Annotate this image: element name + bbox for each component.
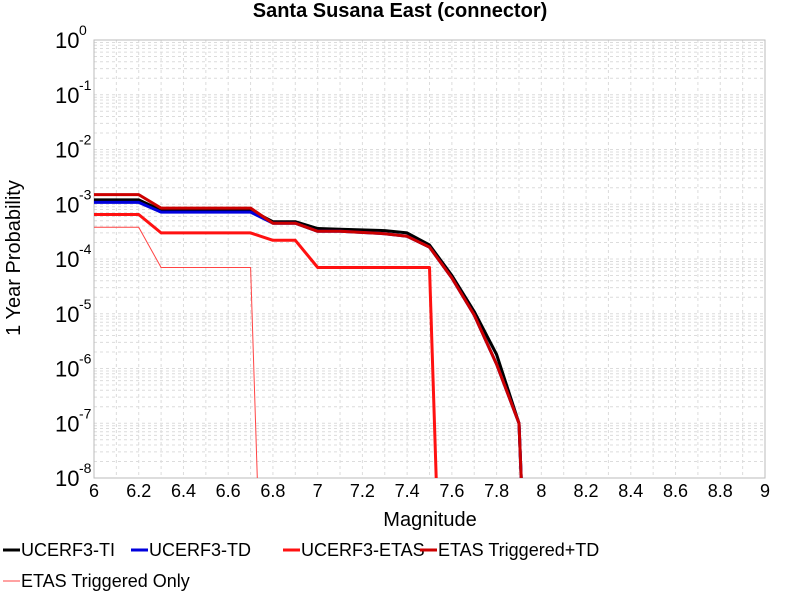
plot-frame: [93, 39, 766, 479]
y-tick-label: 10: [55, 138, 79, 163]
chart-title: Santa Susana East (connector): [253, 0, 548, 22]
series-layer: [94, 193, 523, 478]
y-tick-exponent: -5: [79, 296, 92, 312]
y-axis-label: 1 Year Probability: [3, 180, 25, 336]
x-axis-label: Magnitude: [383, 509, 476, 531]
legend-label: ETAS Triggered+TD: [438, 540, 599, 560]
series-line-ucerf3-etas: [94, 213, 438, 478]
legend-label: ETAS Triggered Only: [21, 571, 190, 591]
y-tick-exponent: 0: [79, 22, 87, 38]
y-tick-label: 10: [55, 302, 79, 327]
y-tick-label: 10: [55, 357, 79, 382]
x-tick-label: 9: [760, 481, 770, 501]
x-tick-label: 8.8: [708, 481, 733, 501]
x-tick-label: 7.4: [395, 481, 420, 501]
y-tick-exponent: -4: [79, 241, 92, 257]
x-tick-label: 7: [313, 481, 323, 501]
series-line-etas-triggered-td: [94, 193, 523, 478]
y-tick-label: 10: [55, 192, 79, 217]
y-tick-label: 10: [55, 83, 79, 108]
x-tick-label: 6.4: [171, 481, 196, 501]
x-tick-labels: 6 6.2 6.4 6.6 6.8 7 7.2 7.4 7.6 7.8 8 8.2 8.4 8.6 8.8 9: [89, 481, 770, 501]
y-tick-exponent: -2: [79, 132, 92, 148]
x-tick-label: 8.6: [663, 481, 688, 501]
x-tick-label: 7.6: [439, 481, 464, 501]
y-tick-label: 10: [55, 28, 79, 53]
y-tick-label: 10: [55, 247, 79, 272]
y-tick-exponent: -8: [79, 460, 92, 476]
x-tick-label: 8: [536, 481, 546, 501]
y-tick-exponent: -3: [79, 186, 92, 202]
series-line-ucerf3-td: [94, 200, 523, 478]
x-tick-label: 7.8: [484, 481, 509, 501]
grid: [93, 40, 766, 479]
legend-label: UCERF3-ETAS: [301, 540, 425, 560]
legend-label: UCERF3-TI: [21, 540, 115, 560]
x-tick-label: 6.6: [216, 481, 241, 501]
y-tick-exponent: -6: [79, 351, 92, 367]
x-tick-label: 6.8: [260, 481, 285, 501]
legend-label: UCERF3-TD: [149, 540, 251, 560]
y-tick-exponent: -7: [79, 405, 92, 421]
series-line-etas-triggered-only: [94, 226, 258, 478]
y-tick-label: 10: [55, 466, 79, 491]
x-tick-label: 6.2: [126, 481, 151, 501]
x-tick-label: 6: [89, 481, 99, 501]
y-tick-label: 10: [55, 411, 79, 436]
x-tick-label: 8.2: [574, 481, 599, 501]
legend: UCERF3-TI UCERF3-TD UCERF3-ETAS ETAS Trigge…: [3, 540, 599, 591]
x-tick-label: 7.2: [350, 481, 375, 501]
series-line-ucerf3-ti: [94, 198, 523, 478]
x-tick-label: 8.4: [618, 481, 643, 501]
y-tick-exponent: -1: [79, 77, 92, 93]
